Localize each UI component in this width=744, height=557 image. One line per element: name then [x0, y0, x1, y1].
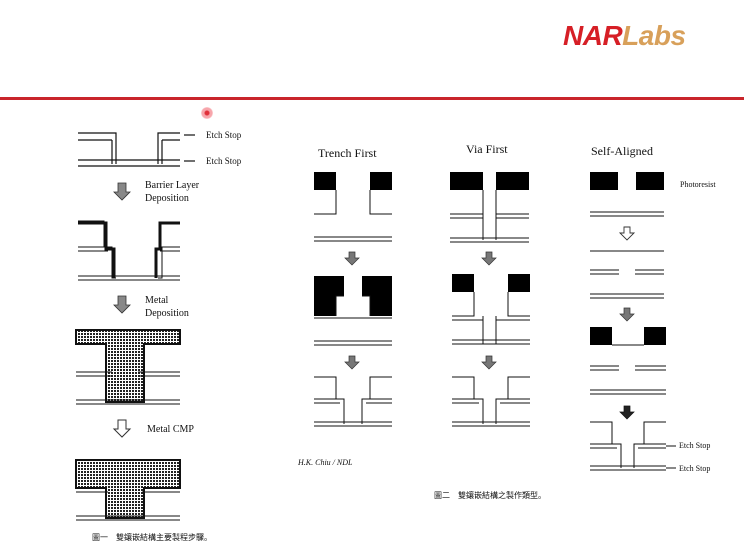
down-arrow-icon [113, 295, 131, 314]
step-barrier-line1: Barrier Layer [145, 180, 200, 191]
left-stage-barrier [78, 220, 180, 281]
down-arrow-icon [344, 355, 360, 370]
trench-first-stage-3 [314, 376, 392, 427]
credit-text: H.K. Chiu / NDL [297, 458, 353, 467]
step-metal-line1: Metal [145, 295, 169, 306]
etch-stop-label-1: Etch Stop [206, 130, 242, 140]
left-stage-metal-deposition [75, 329, 181, 405]
photoresist-label: Photoresist [680, 180, 716, 189]
self-aligned-stage-4 [590, 421, 676, 471]
step-barrier-line2: Deposition [145, 193, 189, 204]
via-first-stage-3 [452, 376, 530, 427]
self-aligned-stage-1 [590, 172, 664, 217]
etch-stop-label-sa-1: Etch Stop [679, 441, 710, 450]
down-arrow-icon [344, 251, 360, 266]
trench-first-stage-2 [314, 276, 392, 346]
title-trench-first: Trench First [318, 146, 377, 160]
laser-pointer-dot [201, 107, 213, 119]
title-via-first: Via First [466, 142, 508, 156]
etch-stop-label-2: Etch Stop [206, 156, 242, 166]
down-arrow-icon [619, 405, 635, 420]
figure1-caption: 圖一 雙鑲嵌結構主要製程步驟。 [92, 532, 212, 542]
left-stage-etched [78, 132, 195, 167]
narlabs-logo: NARLabs [563, 20, 686, 51]
down-arrow-icon [619, 307, 635, 322]
down-arrow-icon [113, 182, 131, 201]
via-first-stage-1 [450, 172, 529, 243]
trench-first-stage-1 [314, 172, 392, 242]
via-first-stage-2 [452, 274, 530, 345]
etch-stop-label-sa-2: Etch Stop [679, 464, 710, 473]
step-metal-line2: Deposition [145, 308, 189, 319]
down-arrow-icon [481, 251, 497, 266]
header-divider [0, 97, 744, 100]
down-arrow-icon [481, 355, 497, 370]
left-stage-cmp [75, 459, 181, 521]
self-aligned-stage-2 [590, 250, 664, 299]
figure2-caption: 圖二 雙鑲嵌結構之製作類型。 [434, 490, 546, 500]
step-cmp: Metal CMP [147, 424, 194, 435]
self-aligned-stage-3 [590, 327, 666, 395]
down-arrow-icon [618, 226, 636, 241]
title-self-aligned: Self-Aligned [591, 144, 653, 158]
down-arrow-icon [112, 419, 132, 438]
